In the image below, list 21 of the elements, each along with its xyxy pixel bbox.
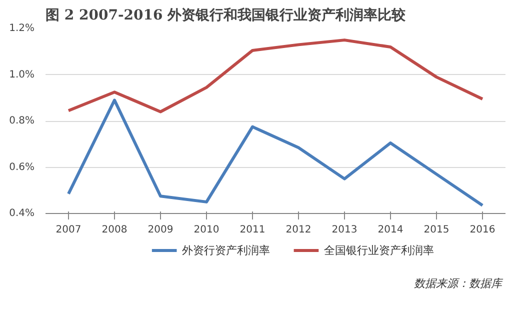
line-series [67, 98, 484, 207]
x-tick-label: 2015 [424, 224, 450, 236]
x-tick-label: 2009 [148, 224, 174, 236]
y-tick-label: 0.4% [9, 208, 34, 219]
x-tick-label: 2014 [378, 224, 404, 236]
y-tick-label: 0.6% [9, 162, 34, 173]
source-note: 数据来源：数据库 [414, 277, 504, 290]
x-tick-label: 2011 [240, 224, 266, 236]
legend-label: 全国银行业资产利润率 [324, 244, 434, 257]
x-tick-label: 2016 [470, 224, 496, 236]
x-tick-label: 2010 [194, 224, 220, 236]
x-tick-label: 2012 [286, 224, 312, 236]
x-tick-label: 2007 [56, 224, 82, 236]
chart-title: 图 2 2007-2016 外资银行和我国银行业资产利润率比较 [46, 6, 407, 24]
y-tick-label: 0.8% [9, 116, 34, 126]
x-tick-label: 2008 [102, 224, 128, 236]
x-tick-label: 2013 [332, 224, 358, 236]
legend-label: 外资行资产利润率 [182, 244, 270, 257]
line-series [67, 38, 484, 114]
y-tick-label: 1.2% [9, 23, 34, 34]
y-tick-label: 1.0% [9, 69, 34, 80]
